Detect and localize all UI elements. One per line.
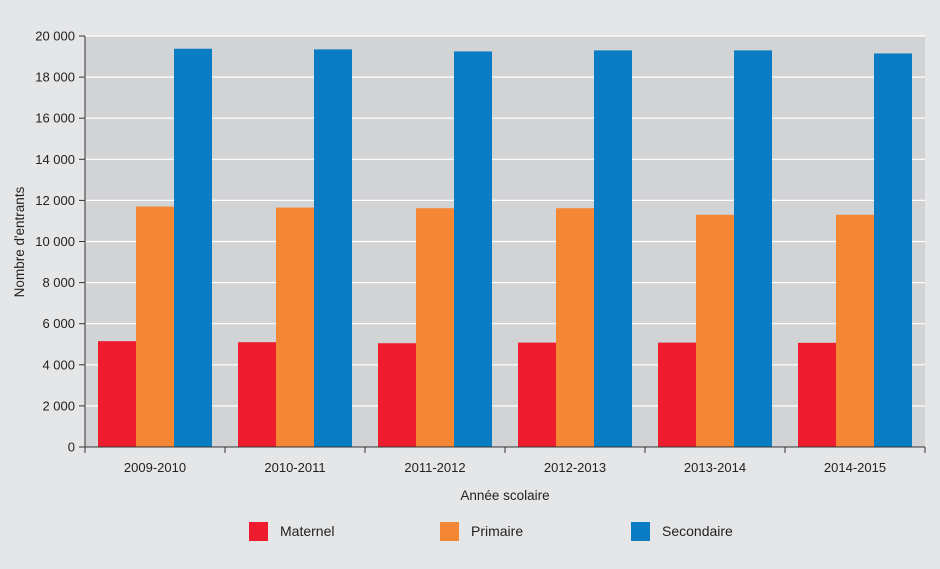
legend-label-maternel: Maternel [280,523,334,539]
y-tick-label: 8 000 [42,275,75,290]
x-tick-label: 2012-2013 [544,460,606,475]
y-tick-label: 6 000 [42,316,75,331]
bar-primaire-2011-2012 [416,208,454,447]
y-tick-label: 10 000 [35,234,75,249]
bar-secondaire-2011-2012 [454,51,492,447]
bar-maternel-2010-2011 [238,342,276,447]
x-tick-label: 2014-2015 [824,460,886,475]
bar-maternel-2011-2012 [378,343,416,447]
legend-label-secondaire: Secondaire [662,523,733,539]
x-tick-label: 2013-2014 [684,460,746,475]
y-tick-label: 14 000 [35,152,75,167]
y-tick-label: 12 000 [35,193,75,208]
bar-primaire-2013-2014 [696,214,734,447]
bar-primaire-2012-2013 [556,208,594,447]
y-tick-label: 2 000 [42,398,75,413]
gridlines [85,35,925,407]
legend-label-primaire: Primaire [471,523,523,539]
bar-maternel-2014-2015 [798,342,836,447]
bar-maternel-2013-2014 [658,342,696,447]
y-tick-label: 20 000 [35,29,75,44]
y-tick-label: 0 [68,440,75,455]
x-tick-label: 2009-2010 [124,460,186,475]
y-tick-label: 18 000 [35,70,75,85]
legend-swatch-secondaire [631,522,650,541]
x-axis: 2009-2010 2010-2011 2011-2012 2012-2013 2013… [84,446,926,475]
x-tick-label: 2011-2012 [404,460,465,475]
bar-secondaire-2010-2011 [314,49,352,448]
y-tick-label: 16 000 [35,111,75,126]
bar-secondaire-2012-2013 [594,50,632,447]
bar-secondaire-2014-2015 [874,53,912,447]
legend: Maternel Primaire Secondaire [249,522,733,541]
bar-maternel-2012-2013 [518,342,556,447]
bar-secondaire-2013-2014 [734,50,772,447]
bar-primaire-2009-2010 [136,206,174,447]
legend-swatch-maternel [249,522,268,541]
x-axis-title: Année scolaire [460,488,549,503]
bar-primaire-2014-2015 [836,214,874,447]
x-tick-label: 2010-2011 [264,460,325,475]
legend-swatch-primaire [440,522,459,541]
y-tick-label: 4 000 [42,357,75,372]
bar-secondaire-2009-2010 [174,48,212,448]
y-axis: 0 2 000 4 000 6 000 8 000 10 000 12 000 14 000 1… [35,29,86,455]
bar-primaire-2010-2011 [276,207,314,447]
y-axis-title: Nombre d'entrants [12,186,27,297]
bars [98,48,912,448]
bar-maternel-2009-2010 [98,341,136,447]
